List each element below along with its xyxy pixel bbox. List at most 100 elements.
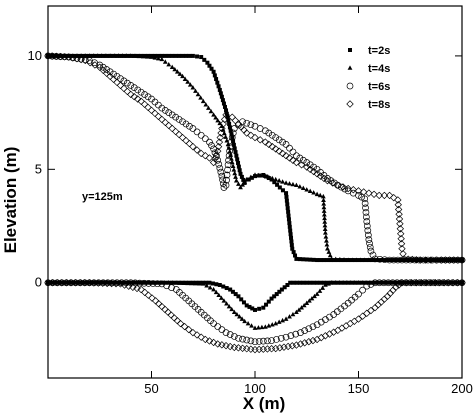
- data-point: [276, 319, 282, 324]
- data-point: [99, 53, 105, 58]
- data-point: [231, 309, 237, 315]
- data-point: [266, 323, 272, 328]
- data-point: [205, 60, 210, 65]
- data-point: [355, 192, 362, 199]
- data-point: [342, 280, 347, 285]
- data-point: [272, 145, 280, 153]
- data-point: [277, 185, 282, 190]
- data-point: [322, 219, 328, 224]
- data-point: [334, 181, 342, 189]
- data-point: [366, 243, 374, 251]
- data-point: [73, 55, 81, 63]
- data-point: [371, 303, 379, 312]
- annotation-label: y=125m: [82, 191, 123, 203]
- data-point: [217, 168, 225, 176]
- data-point: [333, 256, 339, 261]
- data-point: [151, 297, 160, 305]
- x-tick-label: 50: [144, 381, 158, 396]
- data-point: [201, 152, 210, 160]
- x-tick-label: 150: [348, 381, 370, 396]
- data-point: [389, 286, 397, 294]
- axes: 50 100 150 200 0 5 10: [28, 5, 473, 396]
- data-point: [255, 345, 263, 354]
- data-point: [151, 109, 159, 118]
- data-point: [342, 322, 350, 330]
- data-point: [185, 325, 193, 334]
- data-point: [325, 246, 330, 251]
- data-point: [288, 342, 296, 350]
- data-point: [309, 296, 315, 301]
- data-point: [136, 279, 144, 287]
- data-point: [318, 280, 323, 285]
- data-point: [239, 174, 244, 179]
- data-point: [363, 282, 371, 290]
- data-point: [237, 168, 242, 173]
- data-point: [132, 53, 138, 58]
- data-point: [374, 280, 380, 285]
- data-point: [187, 82, 193, 87]
- legend-label: t=6s: [368, 81, 390, 93]
- data-point: [275, 182, 280, 187]
- data-point: [364, 227, 372, 234]
- data-point: [234, 153, 239, 158]
- data-point: [356, 258, 361, 263]
- data-point: [136, 53, 142, 59]
- data-point: [158, 280, 166, 288]
- data-point: [216, 292, 222, 298]
- data-point: [320, 174, 328, 183]
- data-point: [115, 53, 121, 58]
- data-point: [423, 257, 429, 262]
- data-point: [97, 53, 102, 58]
- data-point: [305, 325, 313, 333]
- data-point: [217, 87, 222, 92]
- data-point: [234, 311, 240, 317]
- data-point: [397, 235, 405, 243]
- data-point: [221, 298, 227, 303]
- data-point: [277, 334, 285, 342]
- data-point: [323, 234, 329, 239]
- data-point: [321, 332, 330, 340]
- data-point: [232, 170, 238, 176]
- data-point: [444, 279, 452, 287]
- data-point: [221, 284, 226, 289]
- data-point: [193, 280, 198, 286]
- data-point: [242, 318, 248, 324]
- data-point: [247, 304, 252, 309]
- data-point: [261, 138, 270, 146]
- data-point: [134, 86, 142, 94]
- data-point: [141, 91, 148, 98]
- data-point: [384, 279, 392, 287]
- data-point: [156, 55, 161, 61]
- data-point: [256, 325, 261, 330]
- data-point: [377, 280, 382, 285]
- y-axis-title: Elevation (m): [1, 147, 20, 254]
- data-point: [206, 138, 213, 146]
- series-t=2s: [46, 53, 464, 312]
- data-point: [285, 206, 290, 211]
- data-point: [283, 316, 289, 321]
- data-point: [226, 342, 234, 351]
- data-point: [409, 280, 414, 285]
- data-point: [218, 295, 224, 300]
- data-point: [217, 129, 225, 137]
- data-point: [394, 256, 402, 264]
- data-point: [233, 292, 238, 297]
- data-point: [130, 93, 138, 101]
- data-point: [135, 53, 140, 58]
- data-point: [292, 330, 300, 338]
- data-point: [226, 143, 234, 150]
- data-point: [264, 337, 271, 345]
- data-point: [220, 115, 229, 124]
- data-point: [282, 141, 290, 148]
- data-point: [392, 283, 400, 291]
- data-point: [280, 179, 285, 184]
- data-point: [149, 280, 157, 287]
- data-point: [133, 284, 141, 293]
- legend-item: t=4s: [347, 63, 390, 75]
- data-point: [427, 256, 435, 264]
- data-point: [415, 280, 420, 285]
- data-point: [244, 303, 249, 308]
- data-point: [240, 182, 245, 187]
- data-point: [321, 208, 327, 213]
- data-point: [279, 138, 286, 146]
